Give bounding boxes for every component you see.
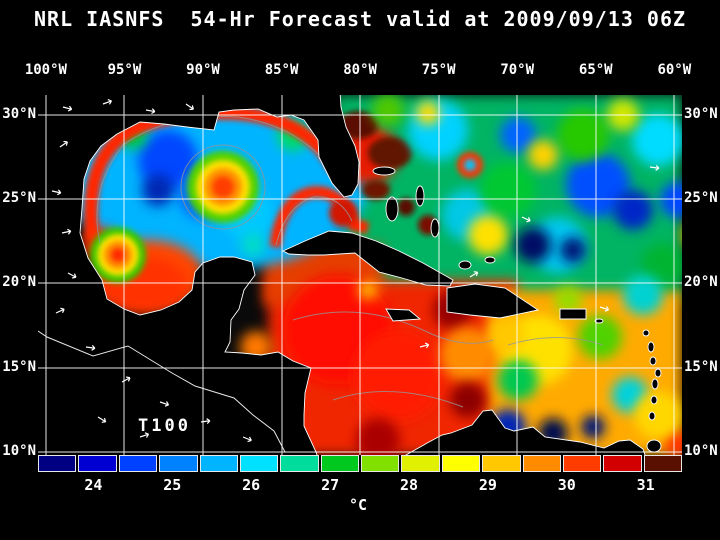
colorbar-segment bbox=[159, 455, 198, 472]
pacific-coastline bbox=[38, 330, 286, 453]
lesser-antilles-islands bbox=[594, 318, 662, 453]
lon-tick-label: 90°W bbox=[186, 62, 220, 78]
hispaniola-land bbox=[446, 283, 540, 319]
colorbar-segment bbox=[118, 455, 158, 472]
colorbar-segment bbox=[78, 455, 117, 472]
colorbar-scale bbox=[38, 455, 682, 472]
colorbar-unit-label: °C bbox=[348, 496, 368, 514]
lon-tick-label: 85°W bbox=[264, 62, 299, 78]
lon-tick-label: 80°W bbox=[343, 62, 377, 78]
lat-tick-label-left: 20°N bbox=[2, 274, 36, 291]
colorbar-tick-label: 31 bbox=[636, 476, 655, 494]
colorbar-tick-label: 24 bbox=[84, 476, 103, 494]
lon-tick-label: 100°W bbox=[24, 62, 67, 78]
colorbar-segment bbox=[522, 455, 561, 472]
lon-tick-label: 75°W bbox=[421, 62, 456, 78]
colorbar-tick-label: 30 bbox=[557, 476, 576, 494]
sst-map-svg: T100 bbox=[38, 95, 682, 455]
colorbar-tick-label: 26 bbox=[242, 476, 261, 494]
lat-tick-label-right: 10°N bbox=[684, 442, 718, 459]
colorbar-segment bbox=[199, 455, 238, 472]
colorbar-tick-label: 25 bbox=[163, 476, 182, 494]
jamaica-land bbox=[385, 308, 422, 322]
lat-tick-label-left: 25°N bbox=[2, 190, 36, 207]
colorbar-segment bbox=[239, 455, 279, 472]
land-masses bbox=[38, 95, 662, 455]
grid-lines bbox=[38, 95, 682, 455]
lat-tick-label-left: 30°N bbox=[2, 106, 36, 123]
lon-tick-label: 70°W bbox=[500, 62, 535, 78]
colorbar-segment bbox=[320, 455, 359, 472]
colorbar-segment bbox=[280, 455, 319, 472]
colorbar-tick-label: 27 bbox=[321, 476, 340, 494]
lat-tick-label-right: 20°N bbox=[684, 274, 718, 291]
lat-tick-label-left: 10°N bbox=[2, 442, 36, 459]
lon-tick-label: 60°W bbox=[657, 62, 692, 78]
lon-tick-label: 65°W bbox=[578, 62, 613, 78]
colorbar-segment bbox=[562, 455, 602, 472]
colorbar-segment bbox=[482, 455, 521, 472]
bahamas-islands bbox=[372, 166, 496, 270]
colorbar-segment bbox=[603, 455, 642, 472]
map-annotation: T100 bbox=[138, 416, 191, 436]
lat-tick-label-left: 15°N bbox=[2, 358, 36, 375]
colorbar-tick-label: 29 bbox=[478, 476, 497, 494]
colorbar-segment bbox=[361, 455, 400, 472]
colorbar-segment bbox=[441, 455, 481, 472]
colorbar-segment bbox=[643, 455, 682, 472]
lat-tick-label-right: 25°N bbox=[684, 190, 718, 207]
colorbar-segment bbox=[401, 455, 440, 472]
north-central-america-land bbox=[38, 95, 360, 455]
lat-tick-label-right: 30°N bbox=[684, 106, 718, 123]
south-america-land bbox=[405, 409, 646, 455]
lon-tick-label: 95°W bbox=[107, 62, 142, 78]
page-title: NRL IASNFS 54-Hr Forecast valid at 2009/… bbox=[34, 7, 687, 31]
lat-tick-label-right: 15°N bbox=[684, 358, 718, 375]
colorbar-segment bbox=[38, 455, 77, 472]
colorbar-tick-label: 28 bbox=[399, 476, 419, 494]
forecast-map: T100 bbox=[38, 95, 682, 455]
puerto-rico-land bbox=[559, 308, 587, 320]
cuba-land bbox=[281, 230, 454, 287]
